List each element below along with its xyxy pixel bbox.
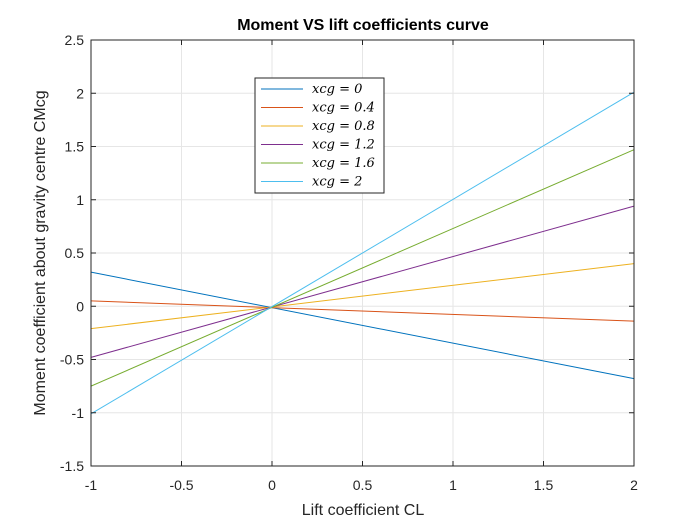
legend-label: xcg = 1.6 [312,156,375,171]
series-line-2 [90,263,635,330]
x-tick-label: -0.5 [169,477,193,493]
x-axis-label: Lift coefficient CL [302,502,425,519]
y-tick-label: 2.5 [65,32,85,48]
y-tick-label: 0.5 [65,245,85,261]
legend-label: xcg = 2 [312,175,362,190]
legend-label: xcg = 1.2 [312,138,375,153]
x-tick-label: 1 [449,477,457,493]
y-tick-label: 0 [76,298,84,314]
legend-label: xcg = 0 [312,82,362,97]
x-tick-label: 1.5 [534,477,554,493]
y-axis-label: Moment coefficient about gravity centre … [32,90,49,415]
legend: xcg = 0 xcg = 0.4 xcg = 0.8 xcg = 1.2 xcg = … [254,77,385,194]
x-tick-label: 2 [630,477,638,493]
series-layer [90,91,635,415]
y-tick-label: 1.5 [65,139,85,155]
series-line-0 [90,271,635,380]
y-tick-label: -0.5 [60,352,84,368]
legend-box [254,77,385,194]
y-tick-label: -1.5 [60,458,84,474]
y-tick-label: 1 [76,192,84,208]
series-line-5 [90,91,635,415]
x-tick-label: -1 [85,477,98,493]
y-tick-label: -1 [72,405,85,421]
x-tick-label: 0.5 [353,477,373,493]
legend-label: xcg = 0.8 [312,119,375,134]
x-tick-label: 0 [268,477,276,493]
legend-label: xcg = 0.4 [312,101,375,116]
x-axis-ticks: -1 -0.5 0 0.5 1 1.5 2 [85,40,638,493]
y-axis-ticks: -1.5 -1 -0.5 0 0.5 1 1.5 2 2.5 [60,32,634,474]
series-line-3 [90,205,635,358]
y-tick-label: 2 [76,85,84,101]
series-line-1 [90,300,635,322]
series-line-4 [90,149,635,387]
chart-title: Moment VS lift coefficients curve [237,17,489,34]
